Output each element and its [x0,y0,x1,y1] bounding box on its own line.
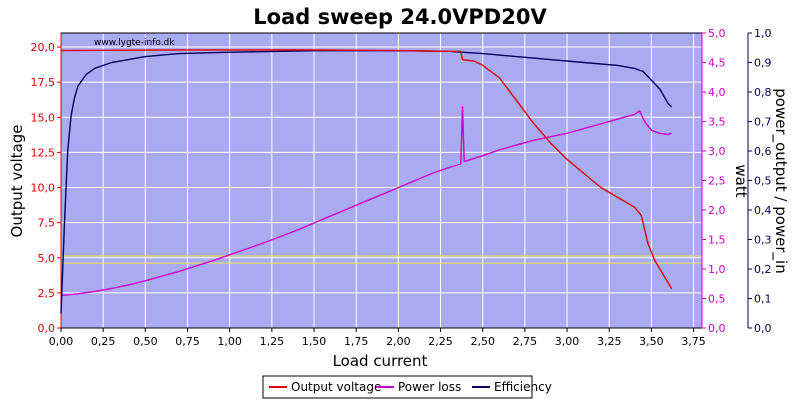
y-right-power-tick-label: 1,5 [708,234,726,247]
x-tick-label: 0,00 [49,335,74,348]
legend-label-output-voltage: Output voltage [291,380,381,394]
x-tick-label: 0,75 [175,335,200,348]
y-right-power-tick-label: 3,0 [708,145,726,158]
y-right-power-tick-label: 0,5 [708,293,726,306]
x-tick-label: 3,75 [681,335,706,348]
series-line-output-voltage [60,49,673,290]
y-right-efficiency-tick-label: 0,0 [754,322,772,335]
x-axis-label: Load current [333,352,428,370]
y-left-tick-label: 0,0 [38,322,56,335]
legend-label-power-loss: Power loss [398,380,461,394]
y-right-power-tick-label: 2,0 [708,204,726,217]
y-right-efficiency-tick-label: 0,7 [754,116,772,129]
x-tick-label: 3,00 [555,335,580,348]
x-tick-label: 3,50 [639,335,664,348]
y-left-tick-label: 12,5 [31,146,56,159]
y-left-tick-label: 5,0 [38,252,56,265]
y-left-tick-label: 20,0 [31,41,56,54]
plot-background [61,33,702,328]
x-tick-label: 2,00 [386,335,411,348]
y-right-power-tick-label: 4,0 [708,86,726,99]
series-line-power-loss [60,106,672,297]
y-left-tick-label: 10,0 [31,182,56,195]
series-line-efficiency [60,50,673,314]
y-right-efficiency-tick-label: 0,6 [754,145,772,158]
y-right-efficiency-tick-label: 0,4 [754,204,772,217]
y-left-tick-label: 7,5 [38,217,56,230]
x-tick-label: 3,25 [597,335,622,348]
y-right-power-tick-label: 1,0 [708,263,726,276]
y-right-power-tick-label: 4,5 [708,57,726,70]
x-tick-label: 1,25 [260,335,285,348]
plot-area: 0,00 0,25 0,50 0,75 1,00 1,25 1,50 1,75 2,00 2,25… [31,27,772,348]
y-right-efficiency-tick-label: 0,8 [754,86,772,99]
legend: Output voltage Power loss Efficiency [262,375,552,399]
y-right-power-tick-label: 3,5 [708,116,726,129]
x-tick-label: 1,75 [344,335,369,348]
x-tick-label: 0,50 [133,335,158,348]
legend-label-efficiency: Efficiency [494,380,552,394]
x-tick-label: 1,50 [302,335,327,348]
y-left-tick-label: 17,5 [31,76,56,89]
y-left-tick-label: 15,0 [31,111,56,124]
x-tick-label: 1,00 [217,335,242,348]
y-right-efficiency-tick-label: 0,2 [754,263,772,276]
y-left-tick-label: 2,5 [38,287,56,300]
watermark-text: www.lygte-info.dk [94,38,175,48]
y-right-power-tick-label: 2,5 [708,175,726,188]
x-tick-label: 2,50 [470,335,495,348]
y-right-power-tick-label: 0,0 [708,322,726,335]
y-right-efficiency-tick-label: 1,0 [754,27,772,40]
y-right-power-tick-label: 5,0 [708,27,726,40]
chart-title: Load sweep 24.0VPD20V [253,5,547,29]
y-right-efficiency-tick-label: 0,9 [754,57,772,70]
x-tick-label: 2,25 [428,335,453,348]
x-tick-label: 0,25 [91,335,116,348]
y-right-efficiency-tick-label: 0,1 [754,293,772,306]
y-right-efficiency-tick-label: 0,3 [754,234,772,247]
y-right-efficiency-axis-label: power_output / power_in [771,88,790,273]
y-right-efficiency-tick-label: 0,5 [754,175,772,188]
x-tick-label: 2,75 [513,335,538,348]
legend-box [262,375,533,399]
y-left-axis-label: Output voltage [8,125,26,238]
y-right-power-axis-label: watt [732,164,750,197]
